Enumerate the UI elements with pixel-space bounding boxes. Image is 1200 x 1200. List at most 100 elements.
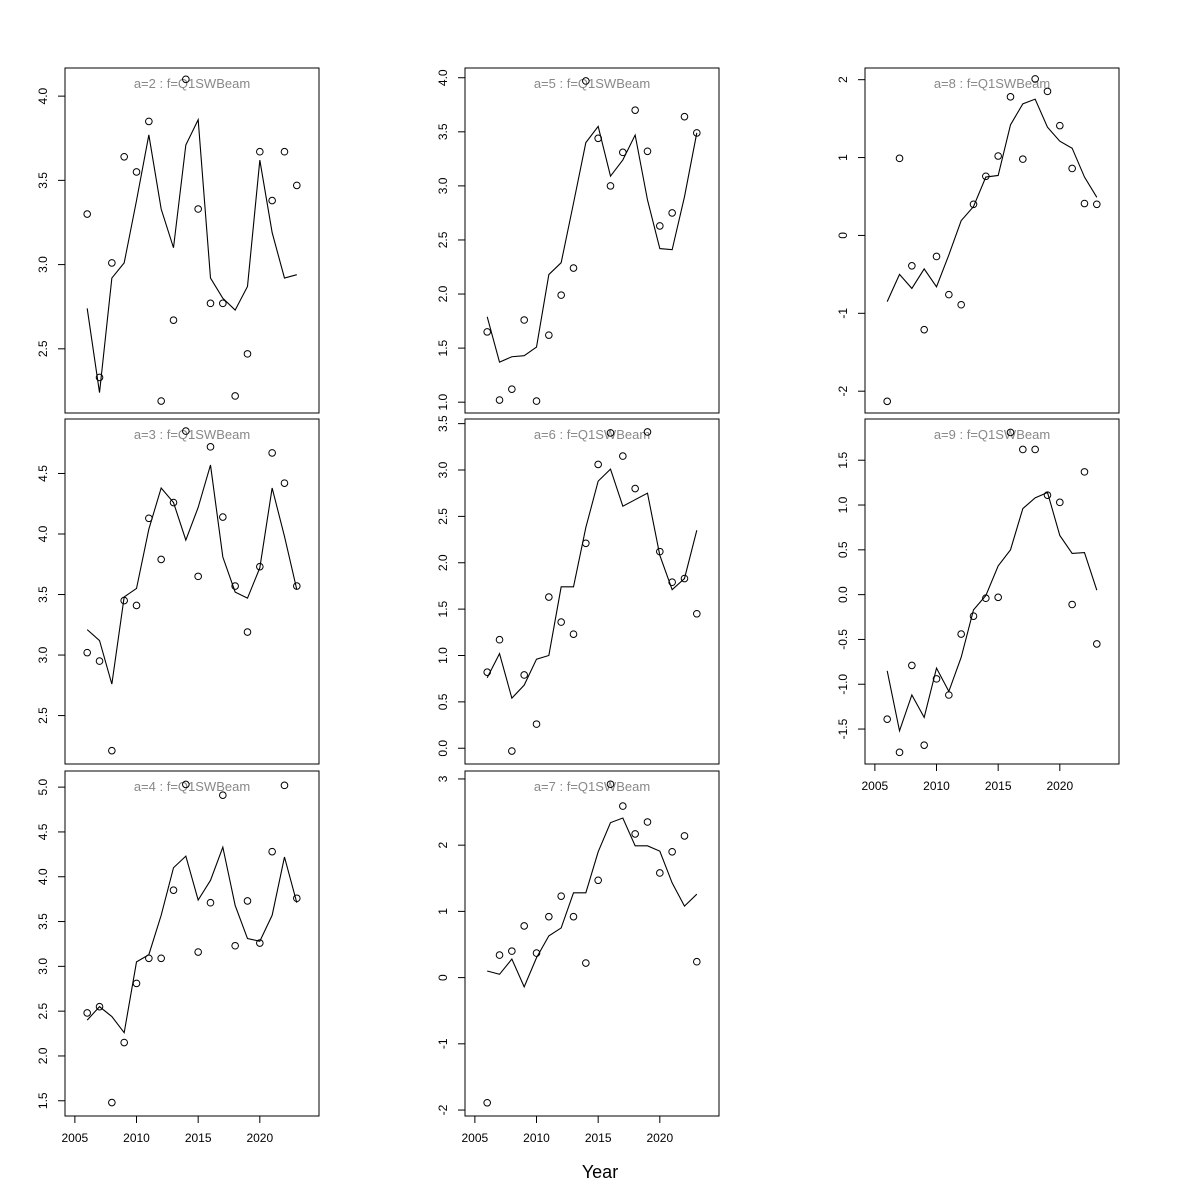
y-tick-label: -0.5: [836, 629, 850, 650]
observed-point: [532, 949, 541, 957]
x-tick-label: 2015: [985, 779, 1012, 793]
panel-title: a=5 : f=Q1SWBeam: [534, 76, 650, 91]
observed-point: [495, 635, 504, 644]
observed-point: [582, 77, 590, 85]
observed-point: [256, 147, 264, 156]
y-tick-label: 1.0: [836, 496, 850, 513]
observed-point: [1056, 121, 1064, 130]
y-tick-label: 1.5: [436, 600, 450, 617]
observed-point: [120, 152, 128, 161]
observed-point: [508, 947, 516, 955]
observed-point: [280, 479, 289, 487]
observed-point: [557, 618, 565, 626]
observed-point: [1031, 75, 1039, 83]
y-tick-label: 2.0: [436, 554, 450, 571]
observed-point: [83, 210, 91, 218]
observed-point: [693, 957, 701, 966]
observed-point: [631, 830, 639, 838]
observed-point: [643, 818, 652, 826]
y-tick-label: 3.0: [36, 646, 50, 663]
panel-title: a=3 : f=Q1SWBeam: [134, 427, 250, 442]
x-tick-label: 2005: [862, 779, 889, 793]
observed-point: [619, 802, 627, 810]
observed-point: [1068, 164, 1076, 173]
y-tick-label: 3.0: [436, 177, 450, 194]
fitted-line: [86, 845, 298, 1034]
observed-point: [1019, 445, 1027, 454]
observed-point: [606, 182, 615, 190]
x-axis-label: Year: [582, 1162, 618, 1182]
observed-point: [594, 876, 602, 885]
observed-point: [1043, 491, 1052, 499]
panel-title: a=6 : f=Q1SWBeam: [534, 427, 650, 442]
observed-point: [969, 612, 978, 620]
observed-point: [582, 959, 590, 967]
observed-point: [1080, 468, 1089, 476]
observed-point: [169, 886, 178, 894]
y-tick-label: 0.0: [436, 740, 450, 757]
observed-point: [95, 1002, 104, 1011]
y-tick-label: 1.0: [436, 394, 450, 411]
y-tick-label: 2.0: [436, 285, 450, 302]
plot-frame: [464, 770, 720, 1117]
plot-frame: [864, 418, 1120, 765]
y-tick-label: 3.0: [436, 461, 450, 478]
observed-point: [656, 869, 664, 877]
observed-point: [631, 484, 639, 493]
observed-point: [145, 117, 153, 126]
panel-title: a=4 : f=Q1SWBeam: [134, 779, 250, 794]
observed-point: [280, 781, 289, 790]
observed-point: [908, 262, 916, 270]
observed-point: [520, 316, 528, 324]
observed-point: [1043, 87, 1052, 96]
observed-point: [495, 951, 504, 959]
observed-point: [545, 593, 553, 601]
observed-point: [182, 780, 190, 789]
y-tick-label: 2.5: [36, 707, 50, 724]
x-tick-label: 2015: [185, 1131, 212, 1145]
observed-point: [256, 939, 264, 947]
observed-point: [108, 259, 116, 267]
observed-point: [1031, 445, 1039, 454]
plot-frame: [464, 418, 720, 765]
y-tick-label: 0: [436, 974, 450, 981]
observed-point: [557, 892, 565, 900]
y-tick-label: 3.5: [36, 172, 50, 189]
fitted-line: [86, 464, 298, 685]
fitted-line: [487, 817, 698, 989]
observed-point: [520, 922, 528, 930]
observed-point: [668, 847, 676, 856]
y-tick-label: 1.0: [436, 647, 450, 664]
panel-title: a=8 : f=Q1SWBeam: [934, 76, 1050, 91]
y-tick-label: -2: [436, 1104, 450, 1115]
observed-point: [157, 954, 165, 963]
observed-point: [293, 181, 301, 190]
observed-point: [643, 428, 652, 436]
observed-point: [532, 397, 541, 405]
y-tick-label: 3.5: [36, 913, 50, 930]
observed-point: [157, 555, 165, 564]
y-tick-label: 0: [836, 232, 850, 239]
observed-point: [945, 290, 953, 299]
observed-point: [243, 628, 252, 636]
y-tick-label: 2.5: [436, 231, 450, 248]
x-tick-label: 2010: [923, 779, 950, 793]
observed-point: [243, 897, 252, 905]
y-tick-label: 0.0: [836, 586, 850, 603]
observed-point: [83, 1009, 91, 1017]
observed-point: [957, 630, 965, 638]
x-tick-label: 2010: [123, 1131, 150, 1145]
plot-frame: [64, 418, 320, 765]
observed-point: [508, 385, 516, 394]
x-tick-label: 2020: [646, 1131, 673, 1145]
fitted-line: [886, 98, 1098, 302]
y-tick-label: 2.5: [36, 340, 50, 357]
observed-point: [231, 392, 239, 400]
panel-title: a=9 : f=Q1SWBeam: [934, 427, 1050, 442]
y-tick-label: 1: [836, 154, 850, 161]
observed-point: [619, 452, 627, 460]
observed-point: [1068, 600, 1076, 609]
observed-point: [169, 498, 178, 507]
y-tick-label: 1.5: [36, 1092, 50, 1109]
